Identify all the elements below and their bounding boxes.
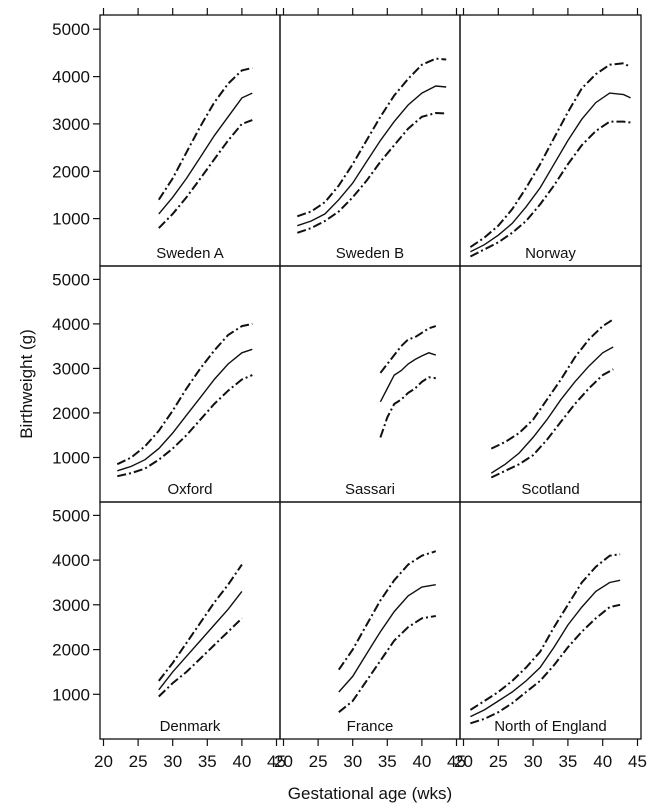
lower-band-line: [470, 603, 621, 725]
panel-sassari: Sassari: [279, 265, 461, 503]
x-tick-label: 45: [447, 752, 466, 771]
panel-frame: [279, 14, 461, 267]
upper-band-line: [379, 325, 437, 374]
upper-band-line: [469, 553, 621, 711]
lower-band-line: [117, 374, 253, 478]
panel-title: France: [347, 718, 394, 735]
x-tick-label: 45: [628, 752, 647, 771]
y-axis: 1000 2000 3000 4000 5000 1000 2000 3000 4000 5000…: [52, 20, 100, 704]
panel-frame: [99, 14, 281, 267]
panel-title: Sassari: [345, 481, 395, 498]
y-tick-label: 2000: [52, 404, 90, 423]
y-tick-label: 1000: [52, 449, 90, 468]
x-tick-label: 20: [274, 752, 293, 771]
y-tick-label: 2000: [52, 162, 90, 181]
upper-band-line: [469, 62, 632, 248]
panel-title: Denmark: [160, 718, 221, 735]
x-tick-label: 25: [309, 752, 328, 771]
y-tick-label: 2000: [52, 641, 90, 660]
y-tick-label: 3000: [52, 596, 90, 615]
median-line: [297, 85, 447, 227]
x-axis-label: Gestational age (wks): [288, 784, 452, 803]
panel-frame: [459, 501, 642, 740]
x-tick-label: 40: [593, 752, 612, 771]
x-tick-label: 20: [454, 752, 473, 771]
median-line: [338, 584, 436, 693]
panel-scotland: Scotland: [459, 265, 642, 503]
x-tick-label: 35: [198, 752, 217, 771]
x-tick-label: 30: [163, 752, 182, 771]
lower-band-line: [296, 111, 447, 234]
upper-band-line: [116, 322, 253, 466]
y-tick-label: 1000: [52, 685, 90, 704]
panel-frame: [279, 265, 461, 503]
median-line: [379, 352, 437, 403]
y-axis-label: Birthweight (g): [17, 329, 36, 439]
y-tick-label: 5000: [52, 506, 90, 525]
median-line: [117, 348, 253, 472]
upper-band-line: [337, 550, 437, 671]
panel-denmark: Denmark: [99, 501, 281, 740]
x-tick-label: 40: [412, 752, 431, 771]
panel-title: Sweden A: [156, 245, 224, 262]
panel-sweden-a: Sweden A: [99, 14, 281, 267]
x-tick-label: 45: [267, 752, 286, 771]
upper-band-line: [296, 57, 447, 218]
lower-band-line: [338, 615, 436, 713]
median-line: [470, 92, 631, 253]
x-tick-label: 30: [524, 752, 543, 771]
panel-grid: Sweden A Sweden B Norway Oxford Sassari Scotl…: [99, 14, 642, 740]
panel-norway: Norway: [459, 14, 642, 267]
y-tick-label: 1000: [52, 210, 90, 229]
panel-sweden-b: Sweden B: [279, 14, 461, 267]
median-line: [158, 92, 253, 215]
panel-title: Scotland: [521, 481, 579, 498]
y-tick-label: 4000: [52, 68, 90, 87]
panel-frame: [99, 501, 281, 740]
y-tick-label: 5000: [52, 20, 90, 39]
x-tick-label: 30: [343, 752, 362, 771]
median-line: [470, 579, 621, 718]
panel-title: Norway: [525, 245, 576, 262]
y-tick-label: 4000: [52, 315, 90, 334]
panel-title: North of England: [494, 718, 607, 735]
x-tick-label: 40: [232, 752, 251, 771]
x-tick-label: 35: [558, 752, 577, 771]
y-tick-label: 4000: [52, 551, 90, 570]
x-tick-label: 25: [489, 752, 508, 771]
panel-frame: [459, 265, 642, 503]
lower-band-line: [469, 120, 631, 258]
lower-band-line: [490, 368, 614, 479]
upper-band-line: [157, 67, 253, 201]
panel-north-of-england: North of England: [459, 501, 642, 740]
lower-band-line: [379, 376, 436, 438]
x-tick-label: 35: [378, 752, 397, 771]
panel-oxford: Oxford: [99, 265, 281, 503]
lower-band-line: [158, 119, 253, 229]
panel-title: Oxford: [167, 481, 212, 498]
y-tick-label: 3000: [52, 115, 90, 134]
y-tick-label: 5000: [52, 270, 90, 289]
panel-title: Sweden B: [336, 245, 404, 262]
upper-band-line: [158, 564, 243, 682]
upper-band-line: [490, 318, 614, 450]
lower-band-line: [158, 617, 243, 698]
y-tick-label: 3000: [52, 359, 90, 378]
panel-france: France: [279, 501, 461, 740]
median-line: [490, 346, 614, 474]
panel-frame: [459, 14, 642, 267]
median-line: [158, 590, 243, 691]
x-tick-label: 20: [94, 752, 113, 771]
x-tick-label: 25: [129, 752, 148, 771]
